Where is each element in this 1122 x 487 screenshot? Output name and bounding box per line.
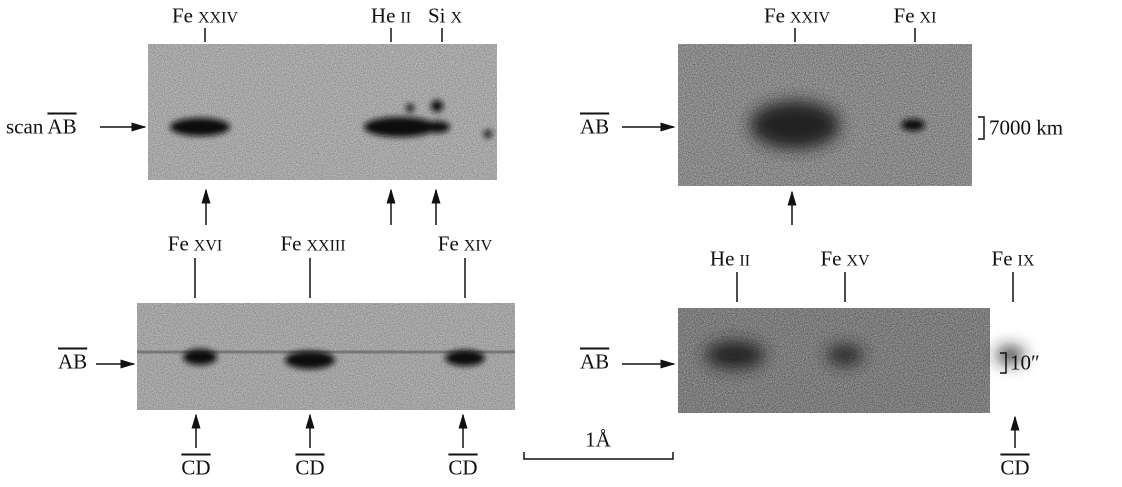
cut-label: CD — [1000, 455, 1030, 480]
cut-label: CD — [448, 455, 478, 480]
ion: XV — [846, 252, 870, 270]
line-label: Fe XI — [894, 4, 937, 29]
scale-label: 7000 km — [989, 115, 1064, 140]
ion: XXIV — [198, 9, 238, 27]
scale-bar-label: 1Å — [585, 427, 611, 452]
ion: XIV — [463, 237, 493, 255]
ion: II — [739, 252, 751, 270]
cut-label: CD — [181, 455, 211, 480]
element: Fe — [764, 3, 785, 28]
element: Fe — [991, 246, 1013, 271]
element: He — [370, 3, 396, 28]
element: Si — [427, 3, 446, 28]
scan-label: AB — [58, 349, 88, 374]
line-label: Fe XIV — [438, 232, 492, 257]
element: Fe — [820, 246, 842, 271]
element: Fe — [280, 231, 302, 256]
ion: XI — [919, 9, 937, 27]
ion: XXIII — [306, 237, 346, 255]
line-label: He II — [710, 247, 750, 272]
scale-label: 10″ — [1010, 350, 1040, 375]
ion: X — [450, 9, 463, 27]
ion: IX — [1017, 252, 1035, 270]
scan-label: AB — [580, 114, 610, 139]
element: Fe — [167, 231, 189, 256]
scan-label: scan AB — [6, 115, 77, 140]
line-label: Fe XVI — [168, 232, 222, 257]
scan-label: AB — [580, 349, 610, 374]
line-label: Fe XXIV — [172, 4, 238, 29]
layout-strokes — [96, 28, 1024, 460]
cut-label: CD — [295, 455, 325, 480]
scan-name: AB — [47, 114, 77, 139]
line-label: Fe XXIII — [280, 232, 345, 257]
line-label: Si X — [428, 4, 462, 29]
element: Fe — [172, 3, 193, 28]
line-label: Fe XV — [820, 247, 869, 272]
ion: XVI — [193, 237, 223, 255]
element: Fe — [893, 3, 915, 28]
ion: II — [400, 9, 412, 27]
line-label: He II — [371, 4, 411, 29]
line-label: Fe IX — [992, 247, 1035, 272]
element: He — [709, 246, 735, 271]
element: Fe — [437, 231, 459, 256]
scan-prefix: scan — [6, 114, 44, 139]
ion: XXIV — [790, 9, 830, 27]
line-label: Fe XXIV — [764, 4, 830, 29]
